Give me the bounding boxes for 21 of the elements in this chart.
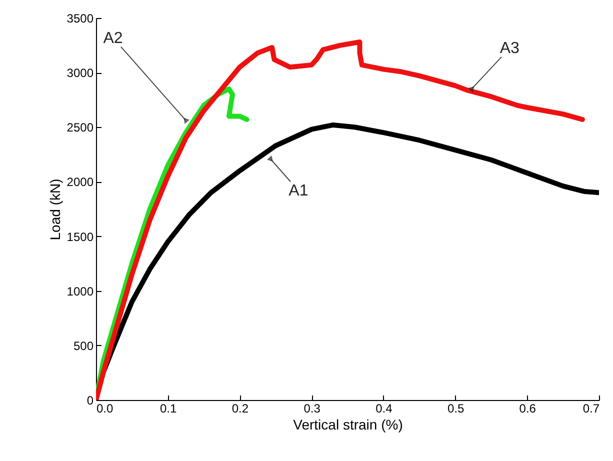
y-tick-label: 0 [86, 394, 94, 408]
y-tick-label: 2000 [66, 175, 94, 190]
x-tick-label: 0.0 [96, 402, 114, 416]
x-axis-title: Vertical strain (%) [293, 416, 403, 432]
x-tick-label: 0.3 [304, 402, 321, 416]
x-tick-label: 0.6 [519, 402, 536, 416]
x-tick-label: 0.1 [160, 402, 178, 416]
annotation: A1 [288, 182, 308, 200]
x-tick-label: 0.7 [582, 402, 600, 416]
annotation: A3 [500, 40, 520, 58]
y-axis-title: Load (kN) [46, 178, 63, 240]
x-tick-label: 0.4 [376, 402, 393, 416]
y-tick-label: 1500 [66, 230, 94, 244]
x-tick-label: 0.5 [447, 402, 464, 416]
y-tick-label: 2500 [66, 120, 94, 135]
annotation: A2 [103, 30, 123, 47]
y-tick-label: 3000 [66, 66, 94, 80]
x-tick-label: 0.2 [232, 402, 249, 416]
y-tick-label: 1000 [66, 284, 94, 298]
y-tick-label: 3500 [66, 12, 94, 26]
y-tick-label: 500 [73, 338, 94, 353]
